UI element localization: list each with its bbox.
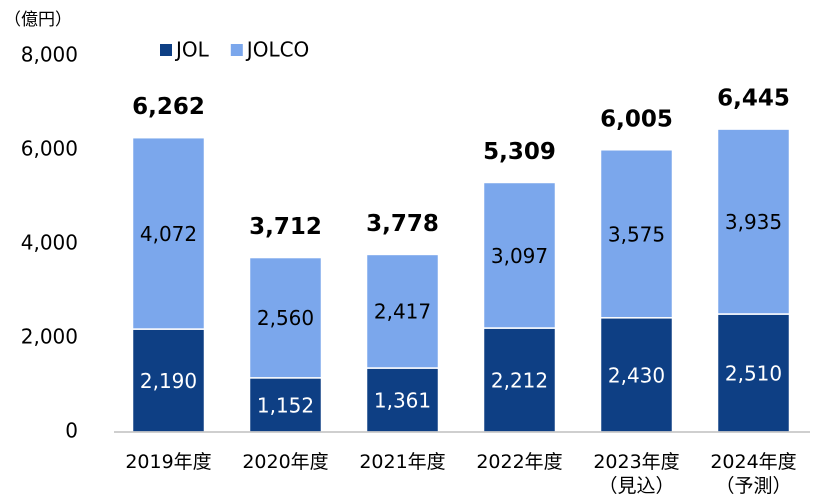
y-tick-label: 8,000 (21, 43, 78, 67)
total-label: 3,778 (366, 211, 439, 237)
value-label: 3,575 (608, 222, 665, 246)
x-tick-label: 2023年度 （見込） (593, 451, 680, 497)
value-label: 2,560 (257, 306, 314, 330)
y-tick-label: 6,000 (21, 137, 78, 161)
value-label: 3,935 (725, 210, 782, 234)
bar-segment (131, 136, 206, 330)
value-label: 2,430 (608, 363, 665, 387)
value-label: 4,072 (140, 222, 197, 246)
x-tick-label: 2020年度 (242, 451, 329, 473)
value-label: 2,212 (491, 369, 548, 393)
total-label: 6,005 (600, 106, 673, 132)
value-label: 2,510 (725, 362, 782, 386)
value-label: 3,097 (491, 244, 548, 268)
value-label: 2,417 (374, 300, 431, 324)
value-label: 1,361 (374, 389, 431, 413)
bar-segment (365, 253, 440, 369)
total-label: 6,262 (132, 94, 205, 120)
legend-swatch (230, 44, 243, 56)
total-label: 5,309 (483, 139, 556, 165)
y-tick-label: 0 (65, 419, 78, 443)
bar-segment (131, 328, 206, 433)
legend-label: JOL (174, 38, 210, 62)
y-tick-label: 4,000 (21, 231, 78, 255)
value-label: 2,190 (140, 369, 197, 393)
bar-segment (482, 181, 557, 329)
bar-segment (716, 313, 791, 433)
x-tick-label: 2022年度 (476, 451, 563, 473)
x-tick-label: 2021年度 (359, 451, 446, 473)
bar-segment (599, 149, 674, 319)
x-tick-label: 2019年度 (125, 451, 212, 473)
value-label: 1,152 (257, 393, 314, 417)
total-label: 3,712 (249, 214, 322, 240)
legend-label: JOLCO (245, 38, 310, 62)
total-label: 6,445 (717, 86, 790, 112)
x-tick-label: 2024年度 （予測） (710, 451, 797, 497)
bar-segment (248, 256, 323, 379)
y-unit-label: （億円） (4, 10, 72, 30)
bar-segment (716, 128, 791, 315)
legend-swatch (160, 44, 172, 56)
y-tick-label: 2,000 (21, 325, 78, 349)
